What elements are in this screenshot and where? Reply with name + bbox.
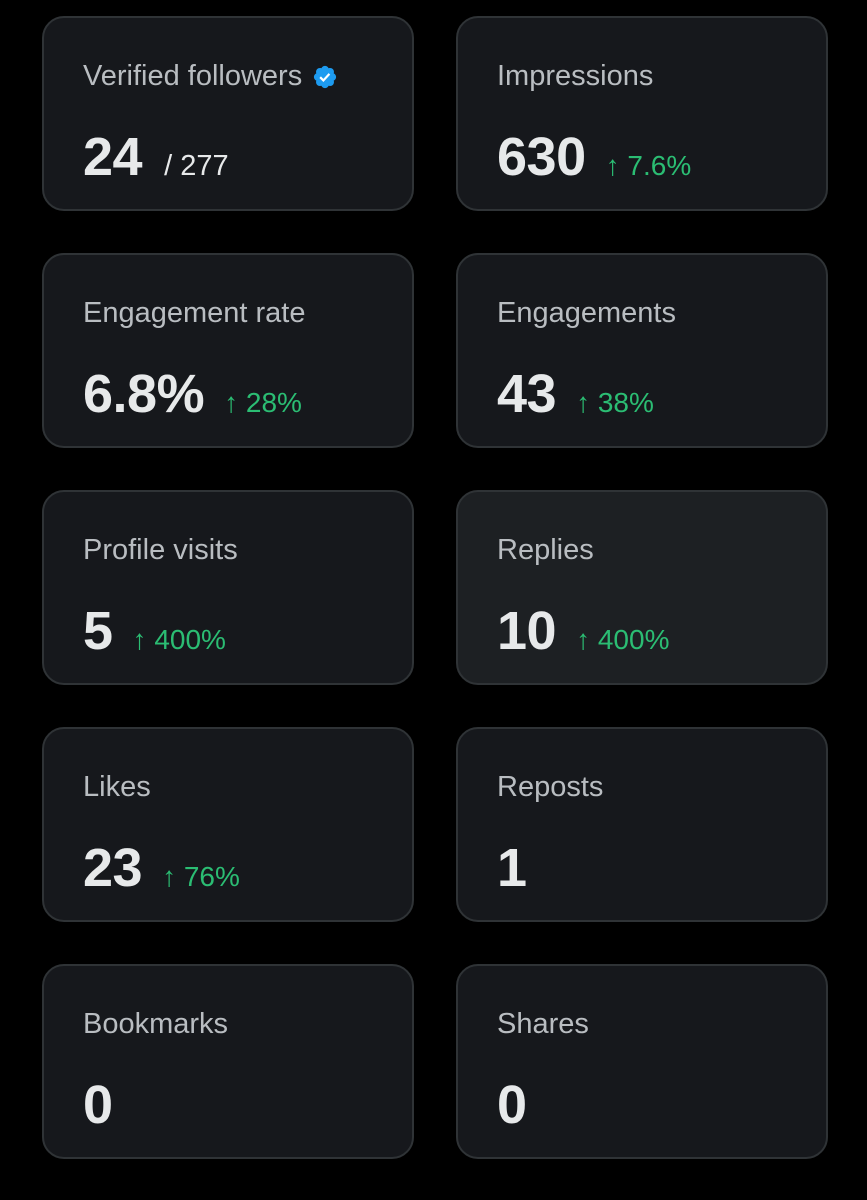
metric-change: ↑ 76% <box>162 861 240 892</box>
metric-label-text: Verified followers <box>83 60 303 92</box>
metric-value-row: 630 ↑ 7.6% <box>497 126 691 188</box>
metric-label: Verified followers <box>83 60 338 93</box>
metric-label: Profile visits <box>83 534 238 566</box>
metric-value-row: 24 / 277 <box>83 126 229 188</box>
metric-value-row: 1 <box>497 837 527 899</box>
metric-label: Engagements <box>497 297 676 329</box>
metric-card-engagement-rate[interactable]: Engagement rate 6.8% ↑ 28% <box>42 253 414 448</box>
metric-label: Replies <box>497 534 594 566</box>
metric-value: 6.8% <box>83 364 205 424</box>
metric-card-engagements[interactable]: Engagements 43 ↑ 38% <box>456 253 828 448</box>
metric-change: ↑ 7.6% <box>605 150 692 181</box>
metric-value-row: 5 ↑ 400% <box>83 600 226 662</box>
metric-label: Bookmarks <box>83 1008 229 1040</box>
metric-card-impressions[interactable]: Impressions 630 ↑ 7.6% <box>456 16 828 211</box>
metric-value-row: 6.8% ↑ 28% <box>83 363 302 425</box>
metric-card-reposts[interactable]: Reposts 1 <box>456 727 828 922</box>
metric-value: 23 <box>83 838 143 898</box>
metric-value: 630 <box>497 127 586 187</box>
metric-value: 0 <box>497 1075 527 1135</box>
metric-label: Impressions <box>497 60 654 92</box>
metric-change: ↑ 400% <box>576 624 670 655</box>
metric-change: ↑ 28% <box>224 387 302 418</box>
metric-card-likes[interactable]: Likes 23 ↑ 76% <box>42 727 414 922</box>
verified-badge-icon <box>314 65 337 88</box>
metric-card-shares[interactable]: Shares 0 <box>456 964 828 1159</box>
metric-label: Shares <box>497 1008 589 1040</box>
metric-value-row: 0 <box>497 1074 527 1136</box>
metric-value: 10 <box>497 601 557 661</box>
metric-value-row: 0 <box>83 1074 113 1136</box>
metric-card-bookmarks[interactable]: Bookmarks 0 <box>42 964 414 1159</box>
metric-label: Reposts <box>497 771 604 803</box>
metric-value: 1 <box>497 838 527 898</box>
metric-card-verified-followers[interactable]: Verified followers 24 / 277 <box>42 16 414 211</box>
metric-value-row: 23 ↑ 76% <box>83 837 240 899</box>
metric-value: 24 <box>83 127 143 187</box>
metric-change: ↑ 400% <box>132 624 226 655</box>
metric-total: / 277 <box>164 150 229 182</box>
metric-value-row: 43 ↑ 38% <box>497 363 654 425</box>
metric-label: Engagement rate <box>83 297 306 329</box>
metric-value-row: 10 ↑ 400% <box>497 600 669 662</box>
metric-value: 5 <box>83 601 113 661</box>
metric-value: 0 <box>83 1075 113 1135</box>
metric-value: 43 <box>497 364 557 424</box>
metric-card-replies[interactable]: Replies 10 ↑ 400% <box>456 490 828 685</box>
metric-label: Likes <box>83 771 151 803</box>
metric-change: ↑ 38% <box>576 387 654 418</box>
metric-card-profile-visits[interactable]: Profile visits 5 ↑ 400% <box>42 490 414 685</box>
